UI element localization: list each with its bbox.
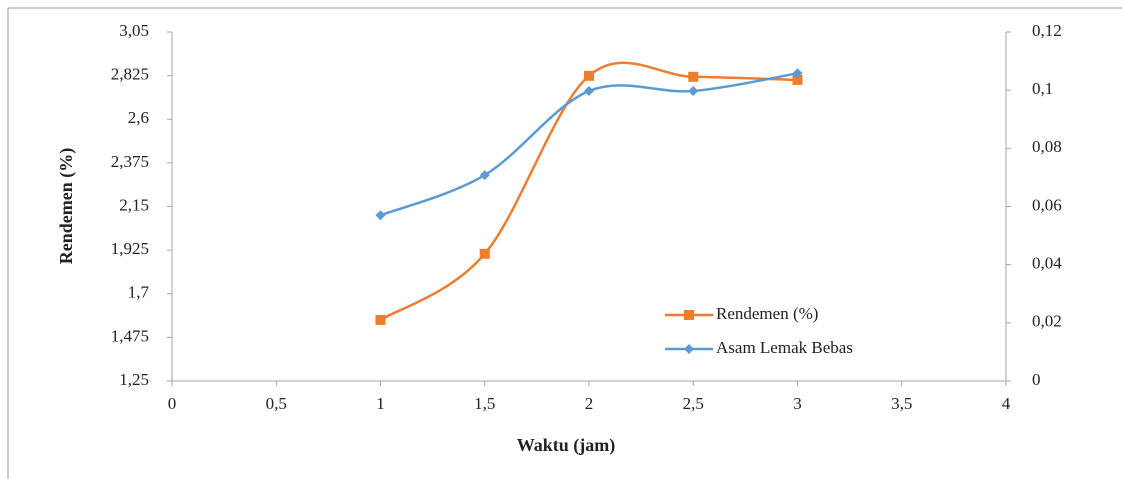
point — [688, 86, 699, 97]
y-tick-label: 2,15 — [119, 195, 149, 214]
point — [688, 71, 699, 82]
point — [479, 170, 490, 181]
x-tick-label: 4 — [1002, 394, 1011, 413]
legend-marker — [684, 310, 694, 320]
x-tick-label: 3 — [793, 394, 802, 413]
y2-tick-label: 0,1 — [1032, 79, 1053, 98]
legend-label: Rendemen (%) — [716, 304, 818, 323]
y-tick-label: 2,6 — [128, 108, 149, 127]
y2-tick-label: 0 — [1032, 370, 1041, 389]
y-tick-label: 1,925 — [111, 239, 149, 258]
y-tick-label: 1,25 — [119, 370, 149, 389]
x-tick-label: 1 — [376, 394, 385, 413]
legend-label: Asam Lemak Bebas — [716, 338, 853, 357]
x-tick-label: 2,5 — [683, 394, 704, 413]
point — [792, 74, 803, 85]
x-tick-label: 3,5 — [891, 394, 912, 413]
x-tick-label: 0 — [168, 394, 177, 413]
y-axis-title: Rendemen (%) — [56, 148, 77, 264]
point — [584, 86, 594, 97]
point — [792, 68, 803, 79]
y-tick-label: 2,375 — [111, 152, 149, 171]
y-tick-label: 3,05 — [119, 21, 149, 40]
y-tick-label: 1,475 — [111, 326, 149, 345]
y-tick-label: 2,825 — [111, 65, 149, 84]
y-tick-label: 1,7 — [128, 283, 150, 302]
point — [479, 248, 490, 259]
y2-tick-label: 0,06 — [1032, 195, 1062, 214]
x-axis-title: Waktu (jam) — [517, 435, 616, 456]
point — [375, 314, 386, 325]
y2-tick-label: 0,02 — [1032, 312, 1062, 331]
point — [375, 210, 386, 221]
x-tick-label: 1,5 — [474, 394, 495, 413]
y2-tick-label: 0,04 — [1032, 254, 1062, 273]
y2-tick-label: 0,12 — [1032, 21, 1062, 40]
point — [584, 70, 594, 81]
legend-marker — [684, 344, 694, 354]
y2-tick-label: 0,08 — [1032, 137, 1062, 156]
x-tick-label: 0,5 — [266, 394, 287, 413]
series-line — [379, 61, 798, 321]
x-tick-label: 2 — [585, 394, 594, 413]
